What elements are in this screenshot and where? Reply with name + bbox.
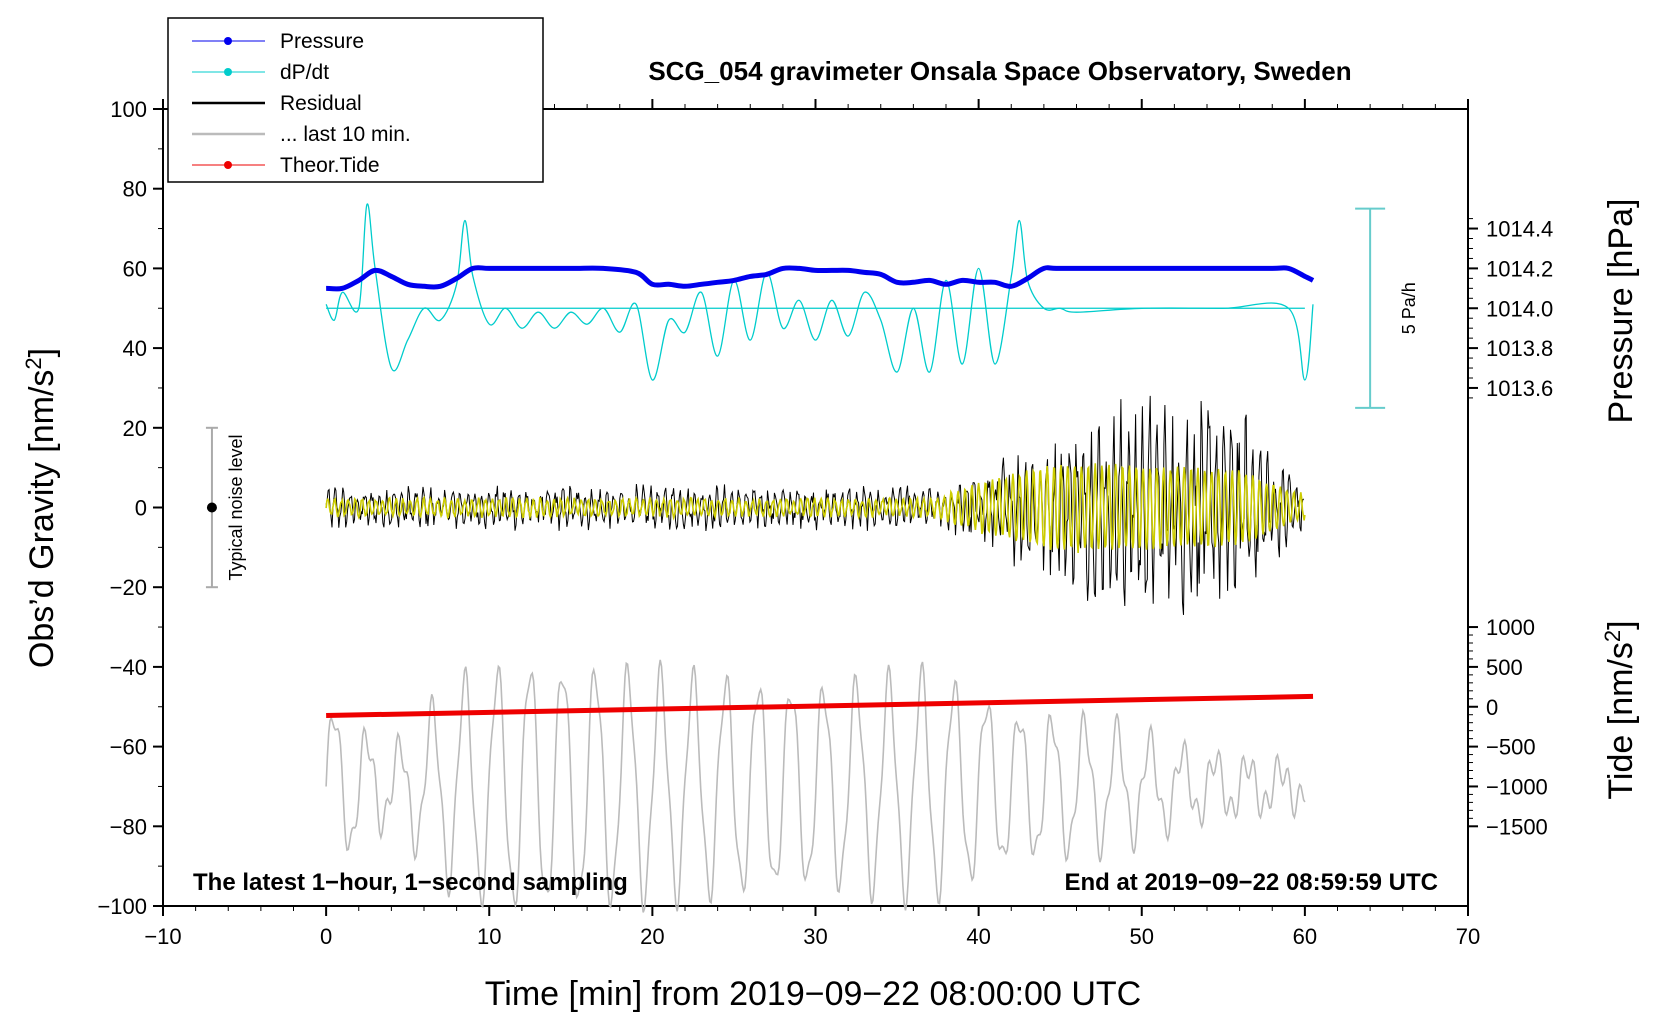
tide-tick-label: −1500: [1486, 814, 1548, 839]
y-axis-label-tide: Tide [nm/s2]: [1600, 620, 1640, 799]
chart-title: SCG_054 gravimeter Onsala Space Observat…: [648, 56, 1351, 86]
x-tick-label: 60: [1293, 924, 1317, 949]
pressure-tick-label: 1013.6: [1486, 376, 1553, 401]
y-tick-label: 40: [123, 336, 147, 361]
x-tick-label: 10: [477, 924, 501, 949]
legend-box: [167, 17, 544, 183]
pressure-tick-label: 1014.0: [1486, 296, 1553, 321]
y-tick-label: 80: [123, 177, 147, 202]
legend-marker: [224, 37, 232, 45]
x-tick-label: −10: [144, 924, 181, 949]
legend-entries: Pressure dP/dt Residual ... last 10 min. The…: [192, 30, 411, 177]
y-tick-label: 100: [110, 97, 147, 122]
series-theor-tide: [326, 693, 1314, 719]
y-tick-label: 60: [123, 256, 147, 281]
y-tick-label: −40: [110, 655, 147, 680]
legend-marker: [224, 68, 232, 76]
pressure-tick-label: 1013.8: [1486, 336, 1553, 361]
tide-tick-label: −1000: [1486, 774, 1548, 799]
legend-marker: [224, 161, 232, 169]
x-tick-label: 50: [1130, 924, 1154, 949]
x-tick-label: 20: [640, 924, 664, 949]
series-dpdt: [325, 203, 1314, 381]
annotation-sampling: The latest 1−hour, 1−second sampling: [193, 869, 628, 896]
legend-label: dP/dt: [280, 61, 329, 84]
y-tick-label: 0: [135, 496, 147, 521]
legend-label: Residual: [280, 92, 362, 115]
pressure-tick-label: 1014.4: [1486, 217, 1553, 242]
x-tick-label: 0: [320, 924, 332, 949]
tide-tick-label: 0: [1486, 695, 1498, 720]
noise-bar-center-dot: [206, 502, 217, 513]
y-axis-label-left: Obs’d Gravity [nm/s2]: [21, 348, 61, 668]
series-pressure: [326, 265, 1315, 292]
tide-tick-label: 500: [1486, 655, 1523, 680]
series-last-10-min: [325, 659, 1306, 913]
series-layer: [325, 203, 1315, 913]
pressure-rate-bar: 5 Pa/h: [1355, 207, 1419, 409]
y-tick-label: −60: [110, 735, 147, 760]
tide-tick-label: 1000: [1486, 615, 1535, 640]
legend-label: Pressure: [280, 30, 364, 53]
pressure-tick-label: 1014.2: [1486, 256, 1553, 281]
x-tick-label: 70: [1456, 924, 1480, 949]
series-residual-filtered: [325, 463, 1306, 553]
y-tick-label: −80: [110, 814, 147, 839]
tide-tick-label: −500: [1486, 735, 1536, 760]
x-tick-label: 40: [966, 924, 990, 949]
noise-level-bar: Typical noise level: [205, 426, 246, 589]
x-axis-label: Time [min] from 2019−09−22 08:00:00 UTC: [485, 975, 1141, 1013]
legend: Pressure dP/dt Residual ... last 10 min. The…: [167, 17, 544, 183]
legend-label: ... last 10 min.: [280, 123, 411, 146]
annotation-end-time: End at 2019−09−22 08:59:59 UTC: [1064, 869, 1438, 896]
x-tick-label: 30: [803, 924, 827, 949]
y-tick-label: −20: [110, 575, 147, 600]
noise-bar-label: Typical noise level: [226, 434, 246, 580]
legend-label: Theor.Tide: [280, 154, 380, 177]
pressure-rate-bar-label: 5 Pa/h: [1399, 282, 1419, 334]
ticks-layer: −10 0 10 20 30 40 50 60 70100806040200−20−40−60−…: [97, 97, 1553, 949]
y-axis-label-pressure: Pressure [hPa]: [1602, 199, 1640, 424]
y-tick-label: 20: [123, 416, 147, 441]
y-tick-label: −100: [97, 894, 147, 919]
